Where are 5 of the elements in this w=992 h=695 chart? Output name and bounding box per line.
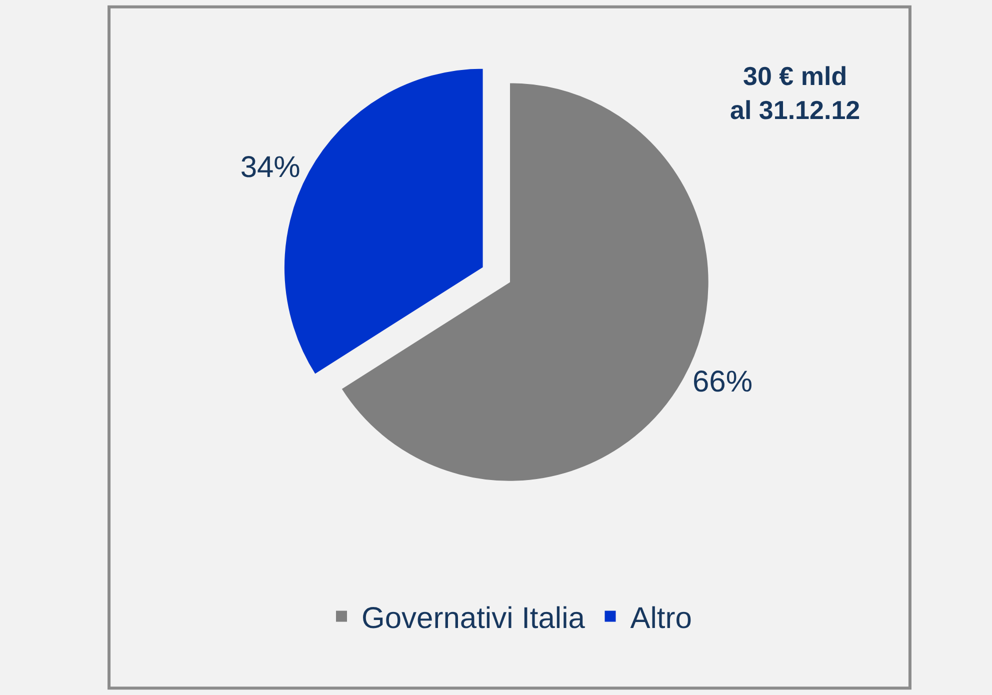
data-label: 34% — [240, 151, 300, 184]
text: 30 € mld al 31.12.12 — [730, 61, 860, 125]
legend-label: Altro — [630, 602, 692, 635]
data-label: 66% — [692, 365, 752, 398]
legend-label: Governativi Italia — [362, 602, 586, 635]
